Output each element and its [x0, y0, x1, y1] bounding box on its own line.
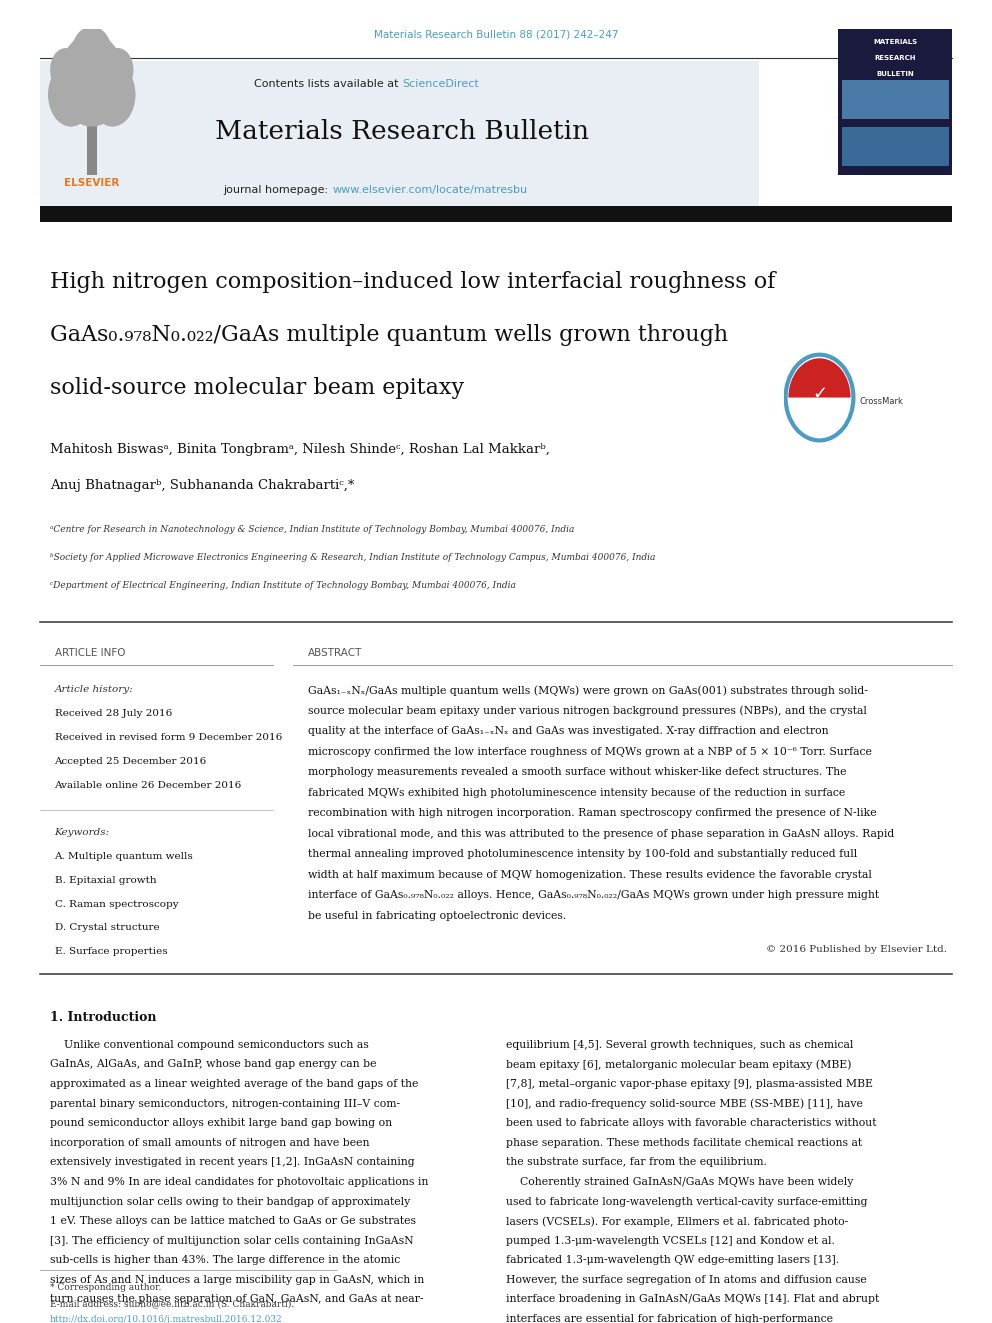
Bar [841, 127, 949, 165]
Text: Materials Research Bulletin 88 (2017) 242–247: Materials Research Bulletin 88 (2017) 24… [374, 29, 618, 40]
Text: ARTICLE INFO: ARTICLE INFO [55, 648, 125, 659]
Text: 3% N and 9% In are ideal candidates for photovoltaic applications in: 3% N and 9% In are ideal candidates for … [50, 1177, 428, 1187]
Text: sub-cells is higher than 43%. The large difference in the atomic: sub-cells is higher than 43%. The large … [50, 1256, 400, 1265]
Text: Materials Research Bulletin: Materials Research Bulletin [214, 119, 589, 144]
Text: GaInAs, AlGaAs, and GaInP, whose band gap energy can be: GaInAs, AlGaAs, and GaInP, whose band ga… [50, 1060, 376, 1069]
Text: CrossMark: CrossMark [859, 397, 903, 406]
Text: D. Crystal structure: D. Crystal structure [55, 923, 159, 933]
Text: interface broadening in GaInAsN/GaAs MQWs [14]. Flat and abrupt: interface broadening in GaInAsN/GaAs MQW… [506, 1294, 879, 1304]
Text: B. Epitaxial growth: B. Epitaxial growth [55, 876, 156, 885]
Text: [10], and radio-frequency solid-source MBE (SS-MBE) [11], have: [10], and radio-frequency solid-source M… [506, 1098, 863, 1109]
Text: C. Raman spectroscopy: C. Raman spectroscopy [55, 900, 179, 909]
Text: been used to fabricate alloys with favorable characteristics without: been used to fabricate alloys with favor… [506, 1118, 876, 1129]
Text: GaAs₁₋ₓNₓ/GaAs multiple quantum wells (MQWs) were grown on GaAs(001) substrates : GaAs₁₋ₓNₓ/GaAs multiple quantum wells (M… [308, 685, 867, 696]
Text: recombination with high nitrogen incorporation. Raman spectroscopy confirmed the: recombination with high nitrogen incorpo… [308, 808, 876, 819]
Text: morphology measurements revealed a smooth surface without whisker-like defect st: morphology measurements revealed a smoot… [308, 767, 846, 778]
Text: * Corresponding author.: * Corresponding author. [50, 1283, 161, 1293]
Text: Available online 26 December 2016: Available online 26 December 2016 [55, 781, 242, 790]
Text: microscopy confirmed the low interface roughness of MQWs grown at a NBP of 5 × 1: microscopy confirmed the low interface r… [308, 746, 871, 757]
Circle shape [50, 48, 81, 91]
Text: www.elsevier.com/locate/matresbu: www.elsevier.com/locate/matresbu [332, 185, 528, 196]
Text: Received in revised form 9 December 2016: Received in revised form 9 December 2016 [55, 733, 282, 742]
Text: Mahitosh Biswasᵃ, Binita Tongbramᵃ, Nilesh Shindeᶜ, Roshan Lal Makkarᵇ,: Mahitosh Biswasᵃ, Binita Tongbramᵃ, Nile… [50, 443, 550, 456]
Text: Unlike conventional compound semiconductors such as: Unlike conventional compound semiconduct… [50, 1040, 368, 1050]
Text: beam epitaxy [6], metalorganic molecular beam epitaxy (MBE): beam epitaxy [6], metalorganic molecular… [506, 1060, 851, 1070]
Text: © 2016 Published by Elsevier Ltd.: © 2016 Published by Elsevier Ltd. [767, 945, 947, 954]
Text: incorporation of small amounts of nitrogen and have been: incorporation of small amounts of nitrog… [50, 1138, 369, 1148]
Text: fabricated 1.3-μm-wavelength QW edge-emitting lasers [13].: fabricated 1.3-μm-wavelength QW edge-emi… [506, 1256, 839, 1265]
Text: width at half maximum because of MQW homogenization. These results evidence the : width at half maximum because of MQW hom… [308, 871, 871, 880]
Text: pumped 1.3-μm-wavelength VCSELs [12] and Kondow et al.: pumped 1.3-μm-wavelength VCSELs [12] and… [506, 1236, 835, 1246]
Bar [40, 206, 952, 222]
Text: [3]. The efficiency of multijunction solar cells containing InGaAsN: [3]. The efficiency of multijunction sol… [50, 1236, 414, 1246]
Text: Anuj Bhatnagarᵇ, Subhananda Chakrabartiᶜ,*: Anuj Bhatnagarᵇ, Subhananda Chakrabartiᶜ… [50, 479, 354, 492]
Text: phase separation. These methods facilitate chemical reactions at: phase separation. These methods facilita… [506, 1138, 862, 1148]
Text: quality at the interface of GaAs₁₋ₓNₓ and GaAs was investigated. X-ray diffracti: quality at the interface of GaAs₁₋ₓNₓ an… [308, 726, 828, 737]
Text: Contents lists available at: Contents lists available at [254, 79, 402, 90]
Text: ᶜDepartment of Electrical Engineering, Indian Institute of Technology Bombay, Mu: ᶜDepartment of Electrical Engineering, I… [50, 581, 516, 590]
Text: However, the surface segregation of In atoms and diffusion cause: However, the surface segregation of In a… [506, 1275, 867, 1285]
Text: Received 28 July 2016: Received 28 July 2016 [55, 709, 172, 718]
Text: 1 eV. These alloys can be lattice matched to GaAs or Ge substrates: 1 eV. These alloys can be lattice matche… [50, 1216, 416, 1226]
Text: A. Multiple quantum wells: A. Multiple quantum wells [55, 852, 193, 861]
Text: parental binary semiconductors, nitrogen-containing III–V com-: parental binary semiconductors, nitrogen… [50, 1098, 400, 1109]
Text: equilibrium [4,5]. Several growth techniques, such as chemical: equilibrium [4,5]. Several growth techni… [506, 1040, 853, 1050]
Circle shape [89, 62, 136, 127]
Bar [841, 79, 949, 119]
Text: lasers (VCSELs). For example, Ellmers et al. fabricated photo-: lasers (VCSELs). For example, Ellmers et… [506, 1216, 848, 1226]
Text: Accepted 25 December 2016: Accepted 25 December 2016 [55, 757, 206, 766]
Text: MATERIALS: MATERIALS [873, 40, 918, 45]
Text: sizes of As and N induces a large miscibility gap in GaAsN, which in: sizes of As and N induces a large miscib… [50, 1275, 424, 1285]
Text: http://dx.doi.org/10.1016/j.matresbull.2016.12.032: http://dx.doi.org/10.1016/j.matresbull.2… [50, 1315, 283, 1323]
Text: Coherently strained GaInAsN/GaAs MQWs have been widely: Coherently strained GaInAsN/GaAs MQWs ha… [506, 1177, 853, 1187]
Text: High nitrogen composition–induced low interfacial roughness of: High nitrogen composition–induced low in… [50, 271, 775, 294]
Text: Article history:: Article history: [55, 685, 133, 695]
Text: thermal annealing improved photoluminescence intensity by 100-fold and substanti: thermal annealing improved photoluminesc… [308, 849, 857, 860]
Text: E. Surface properties: E. Surface properties [55, 947, 168, 957]
Text: GaAs₀.₉₇₈N₀.₀₂₂/GaAs multiple quantum wells grown through: GaAs₀.₉₇₈N₀.₀₂₂/GaAs multiple quantum we… [50, 324, 728, 347]
Text: source molecular beam epitaxy under various nitrogen background pressures (NBPs): source molecular beam epitaxy under vari… [308, 705, 866, 716]
Circle shape [71, 26, 112, 85]
Text: fabricated MQWs exhibited high photoluminescence intensity because of the reduct: fabricated MQWs exhibited high photolumi… [308, 787, 845, 798]
Text: local vibrational mode, and this was attributed to the presence of phase separat: local vibrational mode, and this was att… [308, 828, 894, 839]
Text: E-mail address: subho@ee.iitb.ac.in (S. Chakrabarti).: E-mail address: subho@ee.iitb.ac.in (S. … [50, 1299, 294, 1308]
Text: extensively investigated in recent years [1,2]. InGaAsN containing: extensively investigated in recent years… [50, 1158, 415, 1167]
Text: ✓: ✓ [811, 385, 827, 404]
Circle shape [102, 48, 133, 91]
Text: ScienceDirect: ScienceDirect [402, 79, 478, 90]
Text: pound semiconductor alloys exhibit large band gap bowing on: pound semiconductor alloys exhibit large… [50, 1118, 392, 1129]
Text: interface of GaAs₀.₉₇₈N₀.₀₂₂ alloys. Hence, GaAs₀.₉₇₈N₀.₀₂₂/GaAs MQWs grown unde: interface of GaAs₀.₉₇₈N₀.₀₂₂ alloys. Hen… [308, 890, 879, 901]
Text: ᵇSociety for Applied Microwave Electronics Engineering & Research, Indian Instit: ᵇSociety for Applied Microwave Electroni… [50, 553, 655, 562]
Wedge shape [789, 359, 850, 397]
Circle shape [48, 62, 94, 127]
Text: RESEARCH: RESEARCH [875, 56, 916, 61]
Bar [86, 123, 97, 175]
Text: ABSTRACT: ABSTRACT [308, 648, 362, 659]
Bar [40, 61, 759, 209]
Text: be useful in fabricating optoelectronic devices.: be useful in fabricating optoelectronic … [308, 910, 565, 921]
Text: journal homepage:: journal homepage: [223, 185, 332, 196]
Text: interfaces are essential for fabrication of high-performance: interfaces are essential for fabrication… [506, 1314, 833, 1323]
Text: 1. Introduction: 1. Introduction [50, 1011, 156, 1024]
Text: BULLETIN: BULLETIN [876, 71, 915, 77]
Circle shape [59, 33, 125, 127]
Text: the substrate surface, far from the equilibrium.: the substrate surface, far from the equi… [506, 1158, 767, 1167]
Text: used to fabricate long-wavelength vertical-cavity surface-emitting: used to fabricate long-wavelength vertic… [506, 1196, 867, 1207]
Text: ᵃCentre for Research in Nanotechnology & Science, Indian Institute of Technology: ᵃCentre for Research in Nanotechnology &… [50, 525, 574, 534]
Text: solid-source molecular beam epitaxy: solid-source molecular beam epitaxy [50, 377, 463, 400]
Text: ELSEVIER: ELSEVIER [64, 177, 119, 188]
Text: turn causes the phase separation of GaN, GaAsN, and GaAs at near-: turn causes the phase separation of GaN,… [50, 1294, 424, 1304]
Text: Keywords:: Keywords: [55, 828, 110, 837]
Text: multijunction solar cells owing to their bandgap of approximately: multijunction solar cells owing to their… [50, 1196, 410, 1207]
Text: [7,8], metal–organic vapor-phase epitaxy [9], plasma-assisted MBE: [7,8], metal–organic vapor-phase epitaxy… [506, 1080, 873, 1089]
Text: approximated as a linear weighted average of the band gaps of the: approximated as a linear weighted averag… [50, 1080, 418, 1089]
